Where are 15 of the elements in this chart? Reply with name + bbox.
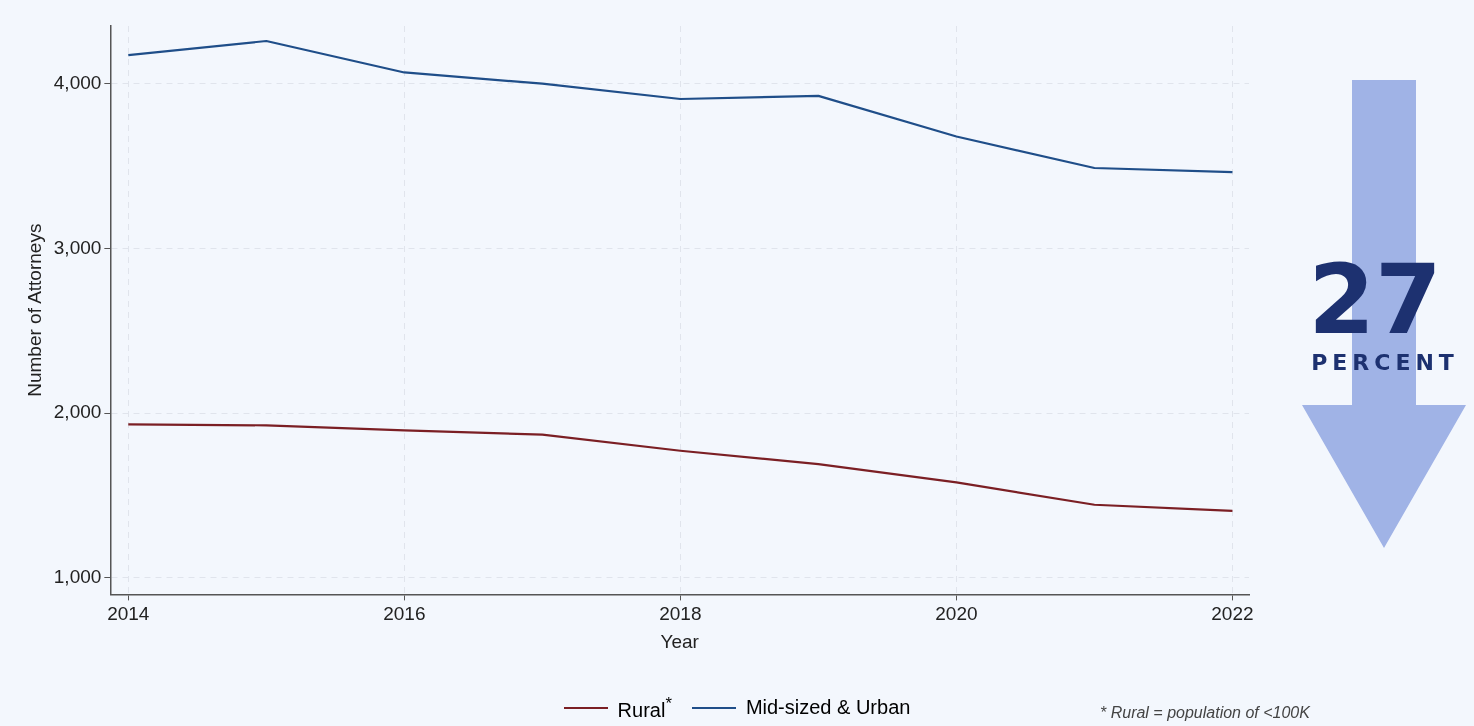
y-tick-label: 2,000 — [53, 401, 102, 423]
text: PERCENT — [1310, 350, 1460, 375]
x-tick-label: 2014 — [107, 603, 150, 625]
text: * Rural = population of <100K — [1100, 704, 1310, 722]
x-tick-label: 2018 — [659, 603, 702, 625]
y-tick-label: 1,000 — [53, 566, 102, 588]
x-tick-label: 2016 — [383, 603, 426, 625]
y-tick-label: 3,000 — [53, 236, 102, 258]
x-axis-title: Year — [660, 630, 700, 652]
x-tick-label: 2020 — [935, 603, 978, 625]
legend-label: Mid-sized & Urban — [745, 696, 911, 720]
x-tick-label: 2022 — [1211, 603, 1254, 625]
y-tick-label: 4,000 — [53, 71, 102, 93]
y-axis-title: Number of Attorneys — [23, 223, 45, 397]
legend-label: Rural$^{*}$ — [617, 694, 672, 722]
